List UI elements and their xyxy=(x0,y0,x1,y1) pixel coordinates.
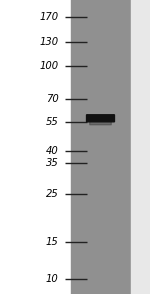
Text: 100: 100 xyxy=(39,61,58,71)
Text: 35: 35 xyxy=(46,158,58,168)
Text: 130: 130 xyxy=(39,37,58,47)
FancyBboxPatch shape xyxy=(90,119,111,125)
Bar xyxy=(0,0,70,294)
Text: 170: 170 xyxy=(39,12,58,22)
Bar xyxy=(70,0,130,294)
Text: 25: 25 xyxy=(46,189,58,199)
Text: 10: 10 xyxy=(46,274,58,284)
Bar xyxy=(130,0,150,294)
Text: 70: 70 xyxy=(46,94,58,104)
Text: 40: 40 xyxy=(46,146,58,156)
FancyBboxPatch shape xyxy=(87,115,114,122)
Text: 55: 55 xyxy=(46,116,58,126)
Text: 15: 15 xyxy=(46,237,58,247)
